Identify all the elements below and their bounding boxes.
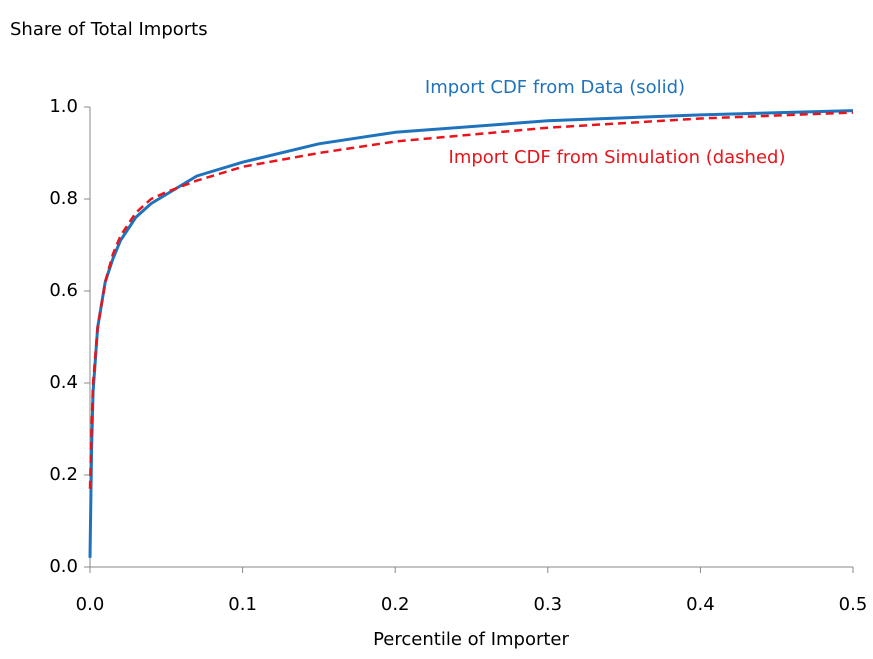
y-axis-title: Share of Total Imports <box>10 19 208 40</box>
series-label: Import CDF from Simulation (dashed) <box>449 147 786 168</box>
x-tick-label: 0.5 <box>839 594 868 615</box>
x-tick-label: 0.1 <box>228 594 257 615</box>
x-tick-label: 0.2 <box>381 594 410 615</box>
series-line <box>88 111 854 489</box>
x-tick-label: 0.3 <box>533 594 562 615</box>
x-tick-label: 0.0 <box>76 594 105 615</box>
series-label: Import CDF from Data (solid) <box>425 77 685 98</box>
y-tick-label: 0.4 <box>49 372 78 393</box>
y-tick-label: 0.6 <box>49 280 78 301</box>
y-tick-label: 0.2 <box>49 464 78 485</box>
y-tick-label: 1.0 <box>49 96 78 117</box>
x-axis-title: Percentile of Importer <box>373 629 569 650</box>
series-line <box>88 109 854 558</box>
y-tick-label: 0.0 <box>49 556 78 577</box>
y-tick-label: 0.8 <box>49 188 78 209</box>
x-tick-label: 0.4 <box>686 594 715 615</box>
